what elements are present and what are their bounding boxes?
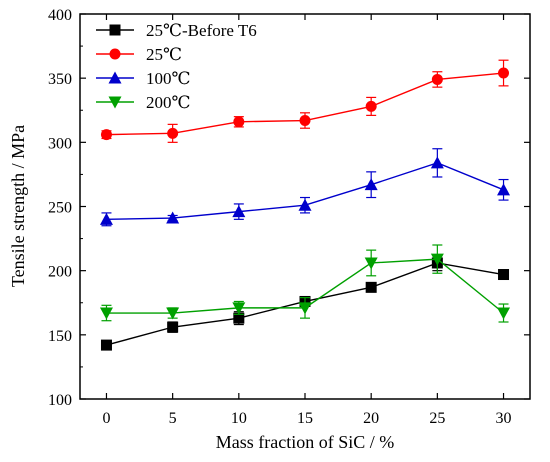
data-point (365, 281, 377, 293)
data-point (298, 198, 312, 211)
data-point (497, 307, 511, 320)
data-point (233, 116, 245, 128)
legend-item: 200℃ (96, 93, 191, 112)
legend-label: 25℃ (146, 45, 182, 64)
x-axis-label: Mass fraction of SiC / % (216, 432, 394, 452)
y-tick-label: 350 (48, 71, 72, 88)
series-2 (99, 148, 511, 227)
y-tick-label: 300 (48, 135, 72, 152)
legend-marker (108, 71, 122, 84)
y-tick-label: 150 (48, 328, 72, 345)
data-point (100, 129, 112, 141)
data-point (364, 178, 378, 191)
legend-label: 200℃ (146, 93, 191, 112)
data-point (498, 67, 510, 79)
data-point (232, 205, 246, 218)
legend-marker (108, 96, 122, 109)
data-point (364, 257, 378, 270)
data-point (299, 115, 311, 127)
data-point (232, 302, 246, 315)
data-point (167, 127, 179, 139)
y-axis-ticks: 100 150 200 250 300 350 400 (48, 7, 530, 409)
legend-item: 100℃ (96, 69, 191, 88)
x-tick-label: 10 (231, 410, 247, 427)
data-point (498, 269, 510, 281)
data-point (298, 302, 312, 315)
data-point (430, 156, 444, 169)
x-tick-label: 5 (169, 410, 177, 427)
legend: 25℃-Before T6 25℃ 100℃ 200℃ (96, 21, 257, 112)
y-tick-label: 100 (48, 392, 72, 409)
y-axis-label: Tensile strength / MPa (8, 125, 28, 287)
data-point (167, 321, 179, 333)
data-point (497, 183, 511, 196)
data-point (365, 100, 377, 112)
data-point (430, 253, 444, 266)
legend-item: 25℃ (96, 45, 182, 64)
x-tick-label: 30 (496, 410, 512, 427)
data-point (166, 211, 180, 224)
y-tick-label: 250 (48, 200, 72, 217)
x-tick-label: 0 (102, 410, 110, 427)
data-point (166, 307, 180, 320)
legend-label: 100℃ (146, 69, 191, 88)
series-3 (99, 244, 511, 323)
y-tick-label: 400 (48, 7, 72, 24)
x-tick-label: 15 (297, 410, 313, 427)
x-tick-label: 20 (363, 410, 379, 427)
data-point (431, 73, 443, 85)
series-layer (99, 59, 511, 351)
series-1 (100, 59, 510, 143)
data-point (99, 212, 113, 225)
legend-item: 25℃-Before T6 (96, 21, 257, 40)
legend-marker (109, 48, 121, 60)
x-tick-label: 25 (429, 410, 445, 427)
data-point (233, 312, 245, 324)
legend-label: 25℃-Before T6 (146, 21, 257, 40)
data-point (100, 339, 112, 351)
x-axis-ticks: 0 5 10 15 20 25 30 (102, 14, 512, 427)
y-tick-label: 200 (48, 264, 72, 281)
legend-marker (109, 24, 121, 36)
data-point (99, 307, 113, 320)
